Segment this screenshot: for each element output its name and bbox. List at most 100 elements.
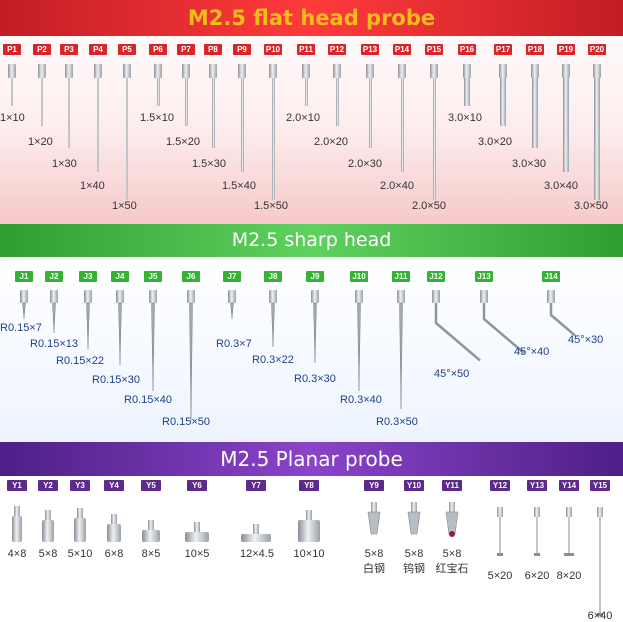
probe-thread-head: [20, 290, 28, 303]
sharp-probe-spec-label: R0.15×7: [0, 322, 42, 334]
planar-probe-code-tag: Y2: [38, 480, 58, 491]
flat-probe-spec-label: 1.5×10: [140, 112, 174, 124]
sharp-probe-spec-label: R0.15×30: [92, 374, 141, 386]
probe-shaft: [335, 78, 339, 126]
probe-flat-body: [185, 532, 209, 542]
sharp-probe-spec-label: R0.3×40: [340, 394, 382, 406]
probe-thread-head: [597, 507, 603, 517]
probe-flat-tip: [497, 553, 503, 556]
probe-needle: [151, 302, 155, 392]
probe-thread-head: [562, 64, 570, 78]
probe-thread-stud: [371, 502, 377, 512]
planar-section-title-bar: [0, 442, 623, 476]
probe-flat-body: [42, 520, 54, 542]
probe-needle: [313, 302, 317, 364]
flat-probe-code-tag: P14: [393, 44, 411, 55]
planar-probe-spec-label: 5×8: [442, 548, 462, 560]
planar-probe-spec-label: 8×20: [556, 570, 582, 582]
flat-probe-code-tag: P2: [33, 44, 51, 55]
flat-probe-spec-label: 1.5×50: [254, 200, 288, 212]
planar-probe-code-tag: Y14: [559, 480, 579, 491]
sharp-probe-spec-label: R0.3×22: [252, 354, 294, 366]
probe-needle: [86, 302, 90, 350]
planar-probe-spec-label: 5×10: [67, 548, 93, 560]
sharp-probe-spec-label: R0.15×40: [124, 394, 173, 406]
flat-probe-code-tag: P9: [233, 44, 251, 55]
flat-probe-spec-label: 2.0×10: [286, 112, 320, 124]
probe-thread-head: [366, 64, 374, 78]
probe-conical-body: [367, 511, 381, 535]
probe-flat-body: [241, 534, 271, 542]
flat-probe-code-tag: P16: [458, 44, 476, 55]
probe-flat-body: [12, 516, 22, 542]
probe-flat-body: [298, 520, 320, 542]
probe-thread-head: [187, 290, 195, 303]
probe-shaft: [499, 517, 501, 553]
probe-thread-head: [8, 64, 16, 78]
sharp-probe-spec-label: 45°×40: [514, 346, 550, 358]
sharp-probe-spec-label: R0.3×7: [216, 338, 252, 350]
planar-probe-spec-label: 8×5: [141, 548, 161, 560]
flat-probe-spec-label: 1×50: [112, 200, 137, 212]
flat-section-title-bar: [0, 0, 623, 36]
probe-needle: [357, 302, 361, 392]
flat-probe-spec-label: 1×20: [28, 136, 53, 148]
planar-probe-code-tag: Y5: [141, 480, 161, 491]
probe-thread-head: [149, 290, 157, 303]
flat-probe-code-tag: P11: [297, 44, 315, 55]
probe-thread-head: [116, 290, 124, 303]
probe-thread-head: [84, 290, 92, 303]
flat-probe-code-tag: P8: [204, 44, 222, 55]
planar-probe-code-tag: Y15: [590, 480, 610, 491]
flat-probe-spec-label: 1×10: [0, 112, 25, 124]
sharp-probe-code-tag: J6: [182, 271, 200, 282]
flat-probe-spec-label: 3.0×50: [574, 200, 608, 212]
flat-probe-spec-label: 3.0×40: [544, 180, 578, 192]
sharp-probe-spec-label: R0.3×50: [376, 416, 418, 428]
probe-thread-head: [238, 64, 246, 78]
probe-shaft: [211, 78, 215, 148]
probe-flat-tip: [534, 553, 540, 556]
planar-probe-code-tag: Y1: [7, 480, 27, 491]
probe-thread-head: [154, 64, 162, 78]
sharp-section-title-bar: [0, 224, 623, 257]
sharp-probe-code-tag: J10: [350, 271, 368, 282]
flat-section-title: M2.5 flat head probe: [187, 6, 436, 30]
flat-probe-code-tag: P20: [588, 44, 606, 55]
flat-probe-spec-label: 3.0×10: [448, 112, 482, 124]
probe-shaft: [568, 517, 570, 553]
planar-probe-spec-label: 10×10: [293, 548, 325, 560]
probe-thread-head: [355, 290, 363, 303]
probe-conical-body: [407, 511, 421, 535]
flat-probe-code-tag: P10: [264, 44, 282, 55]
planar-probe-code-tag: Y8: [299, 480, 319, 491]
sharp-probe-code-tag: J9: [306, 271, 324, 282]
probe-thread-head: [432, 290, 440, 303]
probe-thread-stud: [14, 506, 20, 516]
probe-thread-head: [302, 64, 310, 78]
flat-probe-spec-label: 1.5×40: [222, 180, 256, 192]
sharp-probe-spec-label: R0.15×22: [56, 355, 105, 367]
flat-probe-spec-label: 1.5×20: [166, 136, 200, 148]
planar-probe-spec-label: 5×8: [364, 548, 384, 560]
sharp-probe-spec-label: 45°×30: [568, 334, 604, 346]
probe-shaft: [563, 78, 569, 172]
probe-thread-stud: [77, 508, 83, 518]
planar-probe-code-tag: Y11: [442, 480, 462, 491]
probe-thread-head: [228, 290, 236, 303]
probe-thread-head: [499, 64, 507, 78]
probe-thread-head: [333, 64, 341, 78]
probe-thread-head: [480, 290, 488, 303]
sharp-probe-code-tag: J4: [111, 271, 129, 282]
flat-probe-spec-label: 2.0×40: [380, 180, 414, 192]
bent-probe-needle: [434, 303, 481, 362]
probe-shaft: [599, 517, 601, 613]
sharp-probe-code-tag: J11: [392, 271, 410, 282]
sharp-probe-spec-label: R0.3×30: [294, 373, 336, 385]
planar-probe-spec-label: 12×4.5: [240, 548, 274, 560]
probe-thread-stud: [45, 510, 51, 520]
probe-thread-head: [123, 64, 131, 78]
sharp-section-title: M2.5 sharp head: [231, 229, 392, 251]
flat-probe-code-tag: P13: [361, 44, 379, 55]
bent-probe-needle: [482, 303, 525, 354]
